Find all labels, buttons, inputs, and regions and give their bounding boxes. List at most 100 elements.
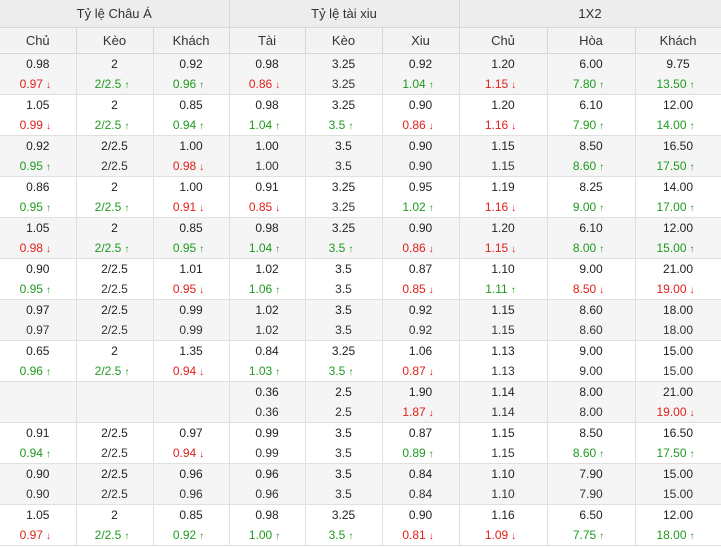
current-odds: 8.60 ↑ — [573, 443, 609, 463]
opening-odds: 1.13 — [491, 344, 515, 358]
current-odds: 1.16 ↓ — [485, 115, 521, 135]
odds-pair: 9.00 9.00 — [548, 341, 635, 381]
column-header-home: Chủ — [0, 27, 77, 54]
current-odds-value: 0.97 — [26, 323, 50, 337]
odds-cell: 14.00 17.00 ↑ — [635, 176, 721, 218]
opening-odds: 3.5 — [335, 426, 352, 440]
odds-pair: 1.01 0.95 ↓ — [154, 259, 229, 299]
odds-pair: 3.5 3.5 — [306, 464, 382, 504]
column-header-total-line: Kèo — [305, 27, 383, 54]
odds-pair: 0.85 0.95 ↑ — [154, 218, 229, 258]
current-odds: 1.14 — [491, 402, 514, 422]
arrow-up-icon: ↑ — [275, 531, 281, 542]
odds-pair — [154, 382, 229, 422]
odds-cell: 1.14 1.14 — [459, 381, 548, 423]
current-odds-value: 8.60 — [572, 446, 597, 460]
opening-odds: 2 — [111, 344, 118, 358]
opening-odds: 0.92 — [179, 57, 203, 71]
current-odds: 3.5 ↑ — [329, 525, 359, 545]
odds-cell: 1.00 1.00 — [229, 135, 306, 177]
odds-pair: 0.85 0.92 ↑ — [154, 505, 229, 545]
odds-cell: 3.25 3.25 — [305, 176, 383, 218]
current-odds-value: 2/2.5 — [94, 200, 122, 214]
opening-odds: 0.90 — [26, 467, 50, 481]
current-odds: 0.97 — [26, 320, 49, 340]
current-odds-value: 1.15 — [484, 241, 509, 255]
odds-pair: 3.5 3.5 — [306, 423, 382, 463]
odds-cell: 2 2/2.5 ↑ — [76, 53, 154, 95]
odds-pair: 3.5 3.5 — [306, 136, 382, 176]
opening-odds: 1.20 — [491, 221, 515, 235]
table-row: 0.90 0.90 2/2.5 2/2.5 0.96 0.96 0.96 0.96 3.5 3.5… — [0, 463, 721, 505]
odds-pair: 2 2/2.5 ↑ — [77, 95, 153, 135]
odds-cell: 0.92 0.92 — [382, 299, 460, 341]
current-odds: 1.16 ↓ — [485, 197, 521, 217]
current-odds: 0.90 — [409, 156, 432, 176]
current-odds: 0.85 ↓ — [402, 279, 438, 299]
current-odds-value: 2/2.5 — [101, 487, 128, 501]
current-odds-value: 0.94 — [19, 446, 43, 460]
table-row: 1.05 0.99 ↓ 2 2/2.5 ↑ 0.85 0.94 ↑ 0.98 1.04 ↑ 3.25 3.… — [0, 94, 721, 136]
opening-odds: 0.65 — [26, 344, 50, 358]
current-odds-value: 0.85 — [248, 200, 273, 214]
odds-cell: 0.85 0.92 ↑ — [153, 504, 230, 546]
current-odds-value: 3.5 — [328, 364, 346, 378]
odds-pair: 1.16 1.09 ↓ — [460, 505, 547, 545]
odds-pair: 1.35 0.94 ↓ — [154, 341, 229, 381]
odds-pair: 8.25 9.00 ↑ — [548, 177, 635, 217]
odds-pair: 3.25 3.25 — [306, 54, 382, 94]
arrow-up-icon: ↑ — [428, 203, 434, 214]
opening-odds: 0.92 — [408, 57, 433, 71]
opening-odds: 8.25 — [579, 180, 603, 194]
arrow-up-icon: ↑ — [348, 244, 354, 255]
opening-odds: 1.16 — [491, 508, 515, 522]
current-odds-value: 1.03 — [248, 364, 273, 378]
opening-odds: 8.00 — [579, 385, 603, 399]
current-odds-value: 0.96 — [19, 364, 43, 378]
opening-odds: 0.99 — [179, 303, 203, 317]
arrow-up-icon: ↑ — [689, 121, 695, 132]
arrow-down-icon: ↓ — [511, 244, 517, 255]
current-odds-value: 0.89 — [402, 446, 426, 460]
current-odds-value: 19.00 — [656, 282, 687, 296]
opening-odds: 0.97 — [26, 303, 50, 317]
current-odds: 1.04 ↑ — [249, 238, 285, 258]
odds-cell: 2 2/2.5 ↑ — [76, 217, 154, 259]
odds-cell: 2/2.5 2/2.5 — [76, 463, 154, 505]
odds-pair: 0.96 0.96 — [154, 464, 229, 504]
odds-cell: 0.92 1.04 ↑ — [382, 53, 460, 95]
odds-cell: 0.98 1.04 ↑ — [229, 217, 306, 259]
opening-odds: 1.15 — [491, 426, 515, 440]
current-odds-value: 14.00 — [656, 118, 687, 132]
current-odds-value: 1.04 — [248, 118, 273, 132]
opening-odds: 1.06 — [408, 344, 433, 358]
table-row: 1.05 0.97 ↓ 2 2/2.5 ↑ 0.85 0.92 ↑ 0.98 1.00 ↑ 3.25 3.… — [0, 504, 721, 546]
odds-pair: 0.97 0.97 — [0, 300, 76, 340]
current-odds-value: 0.94 — [172, 118, 197, 132]
current-odds: 0.95 ↑ — [20, 156, 56, 176]
arrow-up-icon: ↑ — [199, 80, 205, 91]
current-odds-value: 0.92 — [172, 528, 197, 542]
current-odds: 18.00 ↑ — [656, 525, 699, 545]
odds-pair: 1.20 1.16 ↓ — [460, 95, 547, 135]
current-odds: 1.03 ↑ — [249, 361, 285, 381]
odds-pair: 9.00 8.50 ↓ — [548, 259, 635, 299]
odds-pair: 6.10 8.00 ↑ — [548, 218, 635, 258]
odds-cell: 0.65 0.96 ↑ — [0, 340, 77, 382]
opening-odds: 0.98 — [255, 508, 279, 522]
arrow-up-icon: ↑ — [689, 162, 695, 173]
opening-odds: 1.05 — [26, 98, 50, 112]
opening-odds: 0.96 — [255, 467, 279, 481]
odds-cell — [76, 381, 154, 423]
current-odds-value: 0.94 — [172, 446, 197, 460]
current-odds-value: 0.98 — [172, 159, 197, 173]
opening-odds: 1.00 — [179, 139, 203, 153]
current-odds-value: 0.95 — [19, 200, 43, 214]
current-odds-value: 1.15 — [491, 446, 515, 460]
current-odds-value: 0.85 — [402, 282, 426, 296]
current-odds: 17.00 ↑ — [656, 197, 699, 217]
current-odds: 1.06 ↑ — [249, 279, 285, 299]
odds-pair: 3.5 3.5 — [306, 259, 382, 299]
odds-pair: 18.00 18.00 — [636, 300, 721, 340]
opening-odds: 2/2.5 — [101, 303, 128, 317]
